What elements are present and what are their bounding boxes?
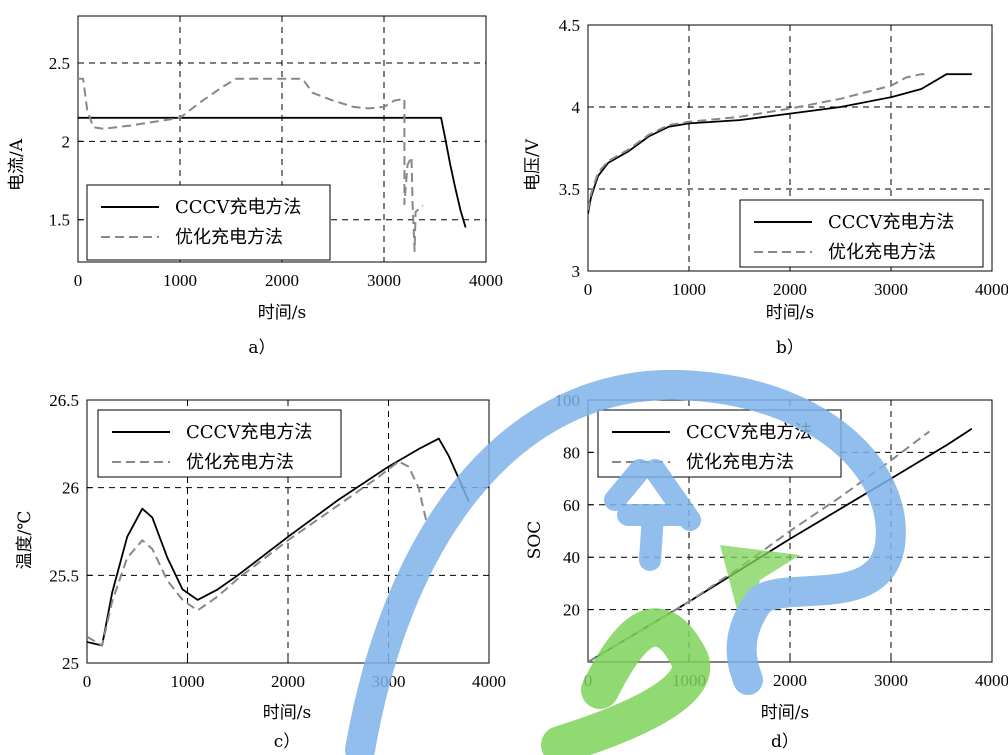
y-tick-label: 2.5 bbox=[49, 54, 70, 73]
y-tick-label: 3 bbox=[572, 262, 581, 281]
y-axis-label: 电流/A bbox=[7, 138, 27, 191]
x-tick-label: 3000 bbox=[874, 280, 908, 299]
chart-panel-c: 0 1000 2000 3000 40002525.52626.5时间/s温度/℃CCC… bbox=[15, 391, 506, 752]
x-tick-label: 4000 bbox=[975, 280, 1008, 299]
chart-panel-b: 0 1000 2000 3000 4000 3 3.5 4 4.5 时间/s 电压/V CCCV充电方… bbox=[523, 16, 1008, 358]
x-tick-label: 4000 bbox=[469, 271, 503, 290]
y-tick-label: 60 bbox=[563, 496, 580, 515]
legend-box bbox=[86, 184, 331, 261]
y-tick-label: 25 bbox=[62, 654, 79, 673]
watermark-blue-arc bbox=[345, 369, 906, 755]
x-tick-label: 1000 bbox=[163, 271, 197, 290]
x-tick-label: 3000 bbox=[874, 671, 908, 690]
y-axis-label: 电压/V bbox=[523, 138, 543, 191]
chart-panel-a: 0 1000 2000 3000 4000 1.5 2 2.5 时间/s 电流/A CCCV充电方法… bbox=[7, 15, 503, 358]
series-line-cccv bbox=[78, 116, 467, 228]
x-axis-label: 时间/s bbox=[766, 303, 814, 323]
panel-caption: a） bbox=[248, 338, 275, 358]
y-axis-label: SOC bbox=[525, 521, 545, 560]
y-tick-label: 26.5 bbox=[49, 391, 79, 410]
series-line-cccv bbox=[588, 73, 972, 214]
x-axis-label: 时间/s bbox=[761, 703, 809, 723]
x-tick-label: 4000 bbox=[472, 672, 506, 691]
x-tick-label: 0 bbox=[74, 271, 83, 290]
series-line-optimized bbox=[78, 77, 424, 252]
series-line-optimized bbox=[87, 460, 428, 647]
y-tick-label: 80 bbox=[563, 443, 580, 462]
y-tick-label: 26 bbox=[62, 479, 79, 498]
x-tick-label: 2000 bbox=[773, 671, 807, 690]
y-tick-label: 2 bbox=[62, 132, 71, 151]
legend-entry: 优化充电方法 bbox=[186, 452, 294, 473]
y-tick-label: 3.5 bbox=[559, 180, 580, 199]
legend-entry: CCCV充电方法 bbox=[186, 422, 312, 443]
y-tick-label: 4 bbox=[572, 98, 581, 117]
legend-box bbox=[739, 199, 984, 268]
y-tick-label: 20 bbox=[563, 601, 580, 620]
chart-panels: 0 1000 2000 3000 40001.522.5时间/s电流/ACCCV充电方法… bbox=[7, 15, 1008, 752]
y-tick-label: 40 bbox=[563, 548, 580, 567]
legend-box bbox=[97, 409, 342, 478]
x-tick-label: 4000 bbox=[975, 671, 1008, 690]
y-tick-label: 25.5 bbox=[49, 566, 79, 585]
x-tick-label: 3000 bbox=[367, 271, 401, 290]
y-tick-label: 4.5 bbox=[559, 16, 580, 35]
legend-entry: 优化充电方法 bbox=[828, 242, 936, 263]
series-line-cccv bbox=[87, 437, 470, 647]
y-tick-label: 1.5 bbox=[49, 211, 70, 230]
x-tick-label: 2000 bbox=[773, 280, 807, 299]
x-tick-label: 1000 bbox=[171, 672, 205, 691]
x-axis-label: 时间/s bbox=[263, 703, 311, 723]
x-tick-label: 0 bbox=[83, 672, 92, 691]
x-tick-label: 2000 bbox=[271, 672, 305, 691]
legend-entry: CCCV充电方法 bbox=[175, 197, 301, 218]
legend-entry: 优化充电方法 bbox=[686, 452, 794, 473]
watermark-green-stroke bbox=[541, 608, 710, 755]
legend-entry: CCCV充电方法 bbox=[686, 422, 812, 443]
watermark-plug-icon bbox=[604, 459, 701, 571]
legend-entry: CCCV充电方法 bbox=[828, 212, 954, 233]
panel-caption: c） bbox=[274, 732, 301, 752]
watermark-logo bbox=[345, 369, 906, 755]
y-axis-label: 温度/℃ bbox=[15, 511, 35, 570]
x-tick-label: 1000 bbox=[672, 280, 706, 299]
x-tick-label: 2000 bbox=[265, 271, 299, 290]
series-line-optimized bbox=[588, 73, 930, 211]
series-line-optimized bbox=[588, 430, 931, 662]
x-axis-label: 时间/s bbox=[258, 303, 306, 323]
x-tick-label: 0 bbox=[584, 280, 593, 299]
legend-entry: 优化充电方法 bbox=[175, 227, 283, 248]
panel-caption: b） bbox=[776, 338, 804, 358]
panel-caption: d） bbox=[771, 732, 799, 752]
